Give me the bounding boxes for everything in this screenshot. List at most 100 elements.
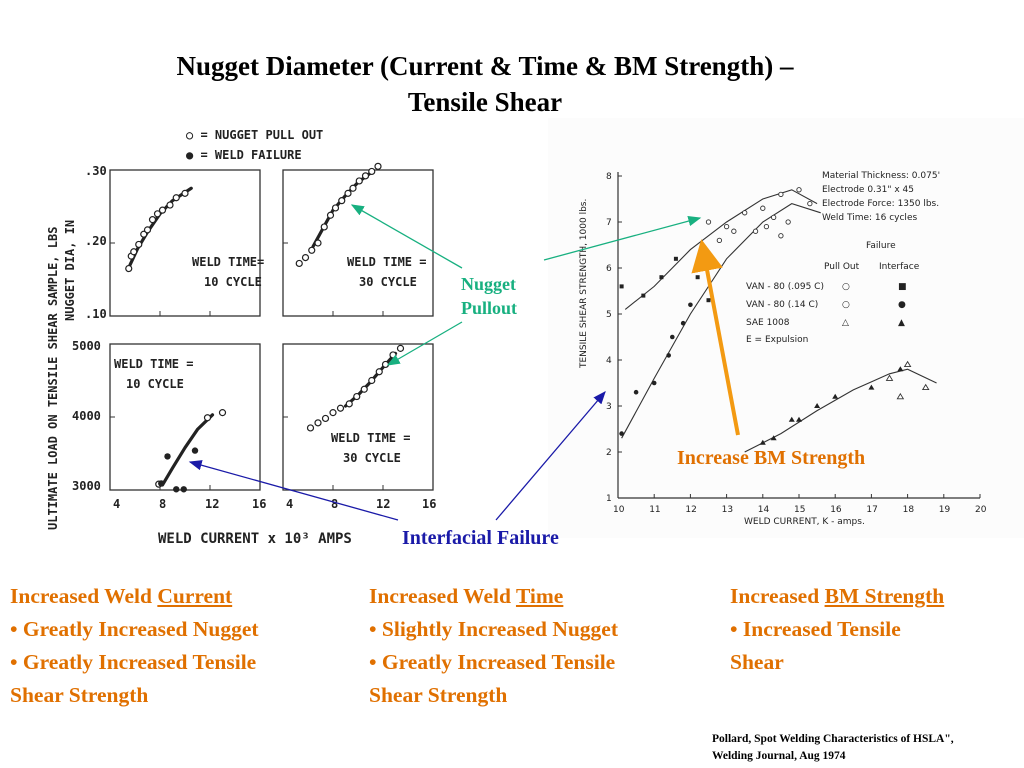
pullout-point [353, 392, 361, 401]
pullout-point [361, 172, 370, 180]
fit-curve [160, 413, 215, 487]
pullout-point [778, 191, 784, 198]
series-2 [744, 360, 937, 453]
column-current-prefix: Increased Weld [10, 584, 158, 608]
interface-triangle [759, 439, 766, 445]
x-tick-label: 13 [722, 505, 733, 515]
info-electrode: Electrode 0.31" x 45 [822, 185, 914, 195]
interface-square [695, 275, 700, 280]
arrow-pullout-to-upper-right-panel [350, 204, 463, 269]
left-figure-four-panels: ○ = NUGGET PULL OUT ● = WELD FAILURE NUG… [46, 128, 436, 547]
x-tick-label: 15 [794, 505, 805, 515]
ylabel-nugget-dia: NUGGET DIA, IN [63, 220, 77, 321]
xtick-r-8: 8 [331, 497, 338, 511]
ylabel-tensile: TENSILE SHEAR STRENGTH, 1000 lbs. [579, 199, 589, 369]
failure-legend: Failure Pull Out Interface VAN - 80 (.09… [746, 241, 920, 345]
info-box: Material Thickness: 0.075' Electrode 0.3… [822, 171, 940, 223]
column-bm-strength: Increased BM Strength • Increased Tensil… [730, 580, 1020, 679]
column-time-line-1: • Slightly Increased Nugget [369, 617, 619, 641]
pullout-point [158, 206, 167, 214]
pullout-point [314, 239, 322, 247]
column-time-line-3: Shear Strength [369, 683, 508, 707]
title-line-2: Tensile Shear [407, 87, 563, 117]
arrow-pullout-to-lower-right-panel [386, 321, 463, 366]
ytick-nugget-30: .30 [85, 164, 107, 178]
y-tick-label: 7 [606, 218, 612, 228]
pullout-point [396, 344, 405, 352]
legend-failure-title: Failure [866, 241, 896, 251]
xtick-l-16: 16 [252, 497, 266, 511]
legend-row-2-label: VAN - 80 (.14 C) [746, 300, 818, 310]
y-tick-label: 2 [606, 448, 612, 458]
pullout-point [172, 194, 180, 202]
pullout-point [345, 400, 353, 408]
interface-point [688, 302, 693, 308]
pullout-point [135, 240, 143, 249]
pullout-point [771, 214, 777, 221]
x-tick-label: 19 [939, 505, 951, 515]
legend-col-interface: Interface [879, 262, 920, 272]
column-time-prefix: Increased Weld [369, 584, 516, 608]
interface-point [619, 431, 624, 436]
y-tick-label: 4 [606, 356, 612, 366]
pullout-point [308, 246, 316, 254]
title-line-1: Nugget Diameter (Current & Time & BM Str… [176, 51, 794, 81]
interface-square [659, 275, 664, 280]
x-tick-label: 10 [613, 505, 625, 515]
interface-point [680, 320, 686, 326]
pullout-point [125, 264, 133, 273]
pullout-point [326, 211, 335, 219]
pullout-point [320, 223, 328, 231]
interface-triangle [796, 416, 802, 422]
info-force: Electrode Force: 1350 lbs. [822, 199, 939, 209]
pullout-point [295, 259, 303, 268]
pullout-triangle [921, 383, 930, 391]
legend-pullout: ○ = NUGGET PULL OUT [186, 128, 323, 142]
x-tick-label: 11 [649, 505, 660, 515]
pullout-point [763, 223, 770, 230]
column-time-line-2: • Greatly Increased Tensile [369, 650, 616, 674]
pullout-triangle [896, 392, 905, 400]
pullout-point [331, 204, 340, 212]
panel-label-line-2: 30 CYCLE [343, 451, 401, 465]
column-time-keyword: Time [515, 584, 564, 608]
pullout-point [306, 424, 315, 432]
pullout-point [140, 230, 148, 238]
y-axis-load: ULTIMATE LOAD ON TENSILE SHEAR SAMPLE, L… [46, 227, 101, 530]
pullout-point [218, 409, 227, 417]
interface-triangle [832, 393, 839, 399]
scan-background [548, 118, 1024, 538]
pullout-point [785, 219, 791, 225]
series-1 [619, 202, 821, 439]
pullout-point [336, 404, 345, 412]
interface-point [633, 389, 639, 395]
pullout-point [360, 385, 368, 393]
pullout-point [742, 210, 748, 216]
legend-failure: ● = WELD FAILURE [186, 148, 302, 162]
legend-row-2-interface: ● [898, 300, 906, 310]
y-tick-label: 1 [606, 494, 612, 504]
column-bm-prefix: Increased [730, 584, 825, 608]
series-fit-line [624, 189, 818, 310]
column-bm-heading: Increased BM Strength [730, 580, 1020, 613]
pullout-point [130, 248, 138, 256]
panel-nugget-30-cycle: WELD TIME = 30 CYCLE [282, 162, 434, 317]
pullout-point [153, 210, 162, 218]
citation-line-1: Pollard, Spot Welding Characteristics of… [712, 733, 954, 745]
pullout-point [344, 189, 352, 197]
column-current-line-1: • Greatly Increased Nugget [10, 617, 259, 641]
interface-triangle [897, 366, 904, 372]
legend-row-1-interface: ■ [898, 282, 907, 292]
arrow-interfacial-to-left-panel [188, 460, 399, 521]
x-tick-label: 16 [830, 505, 842, 515]
interfacial-failure-label: Interfacial Failure [402, 527, 559, 549]
pullout-point [143, 226, 152, 234]
nugget-pullout-line-2: Pullout [461, 298, 518, 318]
pullout-point [778, 233, 784, 239]
y-axis-nugget-dia: NUGGET DIA, IN .30 .20 .10 [63, 164, 107, 321]
xtick-r-12: 12 [376, 497, 390, 511]
panel-label-line-1: WELD TIME= [192, 255, 264, 269]
info-weld-time: Weld Time: 16 cycles [822, 213, 917, 223]
column-current-line-3: Shear Strength [10, 683, 149, 707]
